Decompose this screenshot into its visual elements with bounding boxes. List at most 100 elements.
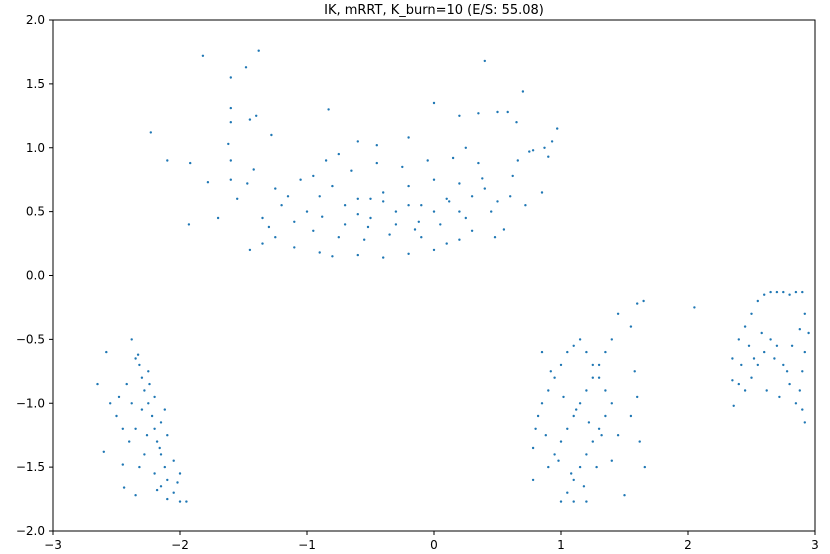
- data-point: [324, 159, 328, 162]
- data-point: [623, 494, 626, 497]
- data-point: [511, 174, 514, 178]
- data-point: [636, 302, 639, 305]
- data-point: [145, 434, 149, 437]
- data-point: [509, 195, 512, 198]
- data-point: [382, 191, 385, 194]
- data-point: [785, 370, 789, 373]
- data-point: [458, 182, 461, 185]
- data-point: [432, 178, 436, 181]
- data-point: [337, 152, 340, 156]
- data-point: [769, 338, 772, 341]
- data-point: [163, 408, 166, 411]
- data-point: [236, 197, 239, 200]
- data-point: [312, 174, 315, 178]
- data-point: [420, 204, 423, 207]
- data-point: [547, 389, 550, 392]
- data-point: [506, 110, 509, 114]
- data-point: [490, 210, 493, 213]
- data-point: [388, 233, 391, 236]
- data-point: [274, 187, 277, 190]
- data-point: [201, 54, 205, 57]
- data-point: [148, 382, 151, 386]
- data-point: [227, 142, 230, 146]
- data-point: [578, 338, 582, 341]
- data-point: [591, 440, 594, 443]
- data-point: [407, 252, 410, 255]
- data-point: [166, 159, 169, 162]
- data-point: [775, 344, 779, 347]
- data-point: [134, 494, 137, 497]
- data-point: [270, 133, 273, 137]
- data-point: [562, 395, 565, 399]
- data-point: [470, 195, 474, 198]
- chart-title: IK, mRRT, K_burn=10 (E/S: 55.08): [324, 3, 544, 18]
- data-point: [566, 350, 569, 354]
- data-point: [382, 200, 385, 203]
- data-point: [502, 228, 506, 231]
- data-point: [140, 376, 144, 379]
- data-point: [477, 112, 480, 115]
- data-point: [246, 182, 249, 185]
- data-point: [252, 168, 255, 171]
- data-point: [172, 459, 175, 462]
- data-point: [369, 216, 372, 220]
- data-point: [591, 376, 594, 379]
- data-point: [280, 204, 283, 207]
- data-point: [570, 472, 573, 475]
- data-point: [105, 350, 108, 354]
- data-point: [155, 440, 159, 443]
- data-point: [803, 350, 806, 354]
- data-point: [531, 478, 535, 482]
- data-point: [432, 210, 436, 213]
- data-point: [153, 395, 156, 399]
- data-point: [763, 293, 766, 296]
- data-point: [261, 216, 264, 220]
- data-point: [731, 357, 734, 360]
- data-point: [257, 49, 260, 52]
- data-point: [477, 161, 480, 165]
- data-point: [794, 402, 798, 405]
- data-point: [458, 114, 461, 118]
- data-point: [375, 161, 378, 165]
- data-point: [138, 363, 141, 367]
- data-point: [356, 213, 359, 216]
- data-point: [394, 223, 398, 226]
- data-point: [366, 225, 370, 229]
- data-point: [773, 357, 776, 360]
- data-point: [261, 242, 264, 245]
- data-point: [483, 187, 486, 190]
- data-point: [521, 90, 525, 93]
- data-point: [585, 350, 588, 354]
- data-point: [633, 370, 636, 373]
- data-point: [432, 101, 436, 105]
- y-tick-label: 1.5: [26, 77, 45, 91]
- data-point: [731, 379, 734, 382]
- data-point: [801, 290, 804, 294]
- data-point: [407, 136, 410, 139]
- x-tick-label: −2: [171, 538, 189, 552]
- data-point: [382, 256, 385, 259]
- data-point: [737, 382, 740, 386]
- data-point: [363, 238, 366, 241]
- data-point: [117, 395, 121, 399]
- data-point: [769, 290, 772, 294]
- data-point: [595, 465, 598, 469]
- data-point: [153, 427, 156, 430]
- data-point: [693, 306, 696, 309]
- data-point: [550, 140, 554, 143]
- data-point: [176, 481, 179, 484]
- data-point: [610, 338, 613, 341]
- x-tick-label: 2: [684, 538, 692, 552]
- data-point: [760, 331, 763, 335]
- data-point: [451, 156, 455, 160]
- data-point: [528, 150, 531, 153]
- data-point: [464, 216, 467, 220]
- data-point: [743, 389, 747, 392]
- data-point: [572, 500, 575, 503]
- data-point: [244, 66, 248, 69]
- data-point: [159, 453, 163, 456]
- data-point: [134, 427, 137, 430]
- data-point: [445, 197, 448, 200]
- data-point: [375, 144, 378, 147]
- data-point: [516, 159, 519, 162]
